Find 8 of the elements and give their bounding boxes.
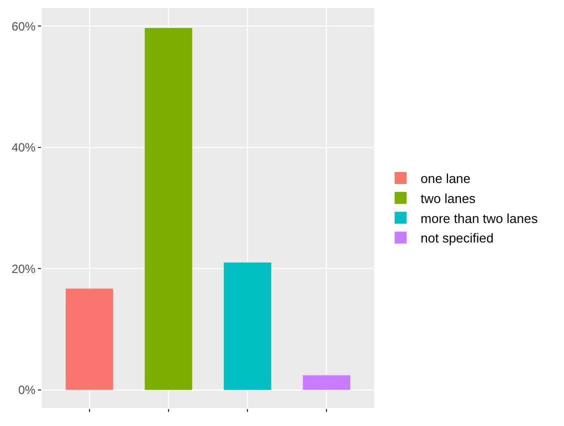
- y-tick-label: 0%: [18, 383, 36, 398]
- legend-label: one lane: [420, 171, 471, 186]
- y-tick-label: 40%: [12, 140, 36, 155]
- y-tick-label: 60%: [12, 19, 36, 34]
- legend-label: two lanes: [420, 190, 476, 206]
- y-tick-label: 20%: [12, 262, 36, 276]
- legend-label: not specified: [420, 230, 494, 246]
- legend-label: more than two lanes: [420, 210, 538, 226]
